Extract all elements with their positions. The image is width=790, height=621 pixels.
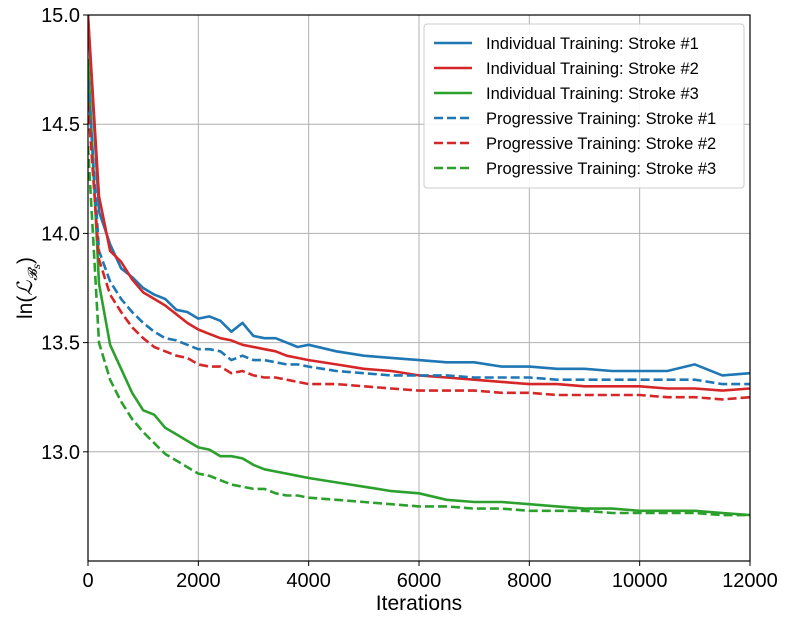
- y-axis-label-prefix: ln(: [14, 296, 37, 319]
- y-tick-label: 13.0: [41, 442, 80, 464]
- x-axis: 0 2000 4000 6000 8000 10000 12000: [82, 561, 778, 592]
- legend-label: Progressive Training: Stroke #1: [486, 110, 716, 128]
- y-axis-label: ln(ℒ𝓑s): [13, 257, 43, 319]
- series-line-4: [88, 80, 750, 386]
- x-tick-label: 8000: [507, 570, 552, 592]
- legend-label: Progressive Training: Stroke #2: [486, 135, 716, 153]
- y-axis-label-symbol: ℒ: [13, 280, 37, 296]
- series-layer: [88, 15, 750, 517]
- legend-label: Individual Training: Stroke #1: [486, 35, 699, 53]
- y-tick-label: 14.5: [41, 114, 80, 136]
- x-tick-label: 6000: [397, 570, 442, 592]
- y-axis-label-suffix: ): [14, 257, 37, 264]
- legend-label: Progressive Training: Stroke #3: [486, 160, 716, 178]
- legend-label: Individual Training: Stroke #3: [486, 85, 699, 103]
- x-tick-label: 10000: [612, 570, 668, 592]
- y-axis-label-subsubscript: s: [32, 264, 43, 269]
- series-line-5: [88, 102, 750, 401]
- series-line-1: [88, 15, 750, 377]
- legend-label: Individual Training: Stroke #2: [486, 60, 699, 78]
- y-axis: 13.0 13.5 14.0 14.5 15.0: [41, 5, 88, 464]
- svg-text:ln(ℒ𝓑s): ln(ℒ𝓑s): [13, 257, 43, 319]
- series-line-6: [88, 145, 750, 517]
- y-tick-label: 14.0: [41, 223, 80, 245]
- series-line-2: [88, 15, 750, 392]
- y-axis-label-subscript: 𝓑: [26, 267, 41, 281]
- series-line-3: [88, 58, 750, 517]
- x-tick-label: 0: [82, 570, 93, 592]
- x-tick-label: 12000: [722, 570, 778, 592]
- legend: Individual Training: Stroke #1 Individual…: [423, 23, 745, 189]
- x-tick-label: 2000: [176, 570, 221, 592]
- legend-frame: [423, 23, 745, 189]
- x-axis-label: Iterations: [376, 592, 462, 615]
- y-tick-label: 15.0: [41, 5, 80, 27]
- x-tick-label: 4000: [286, 570, 331, 592]
- y-tick-label: 13.5: [41, 333, 80, 355]
